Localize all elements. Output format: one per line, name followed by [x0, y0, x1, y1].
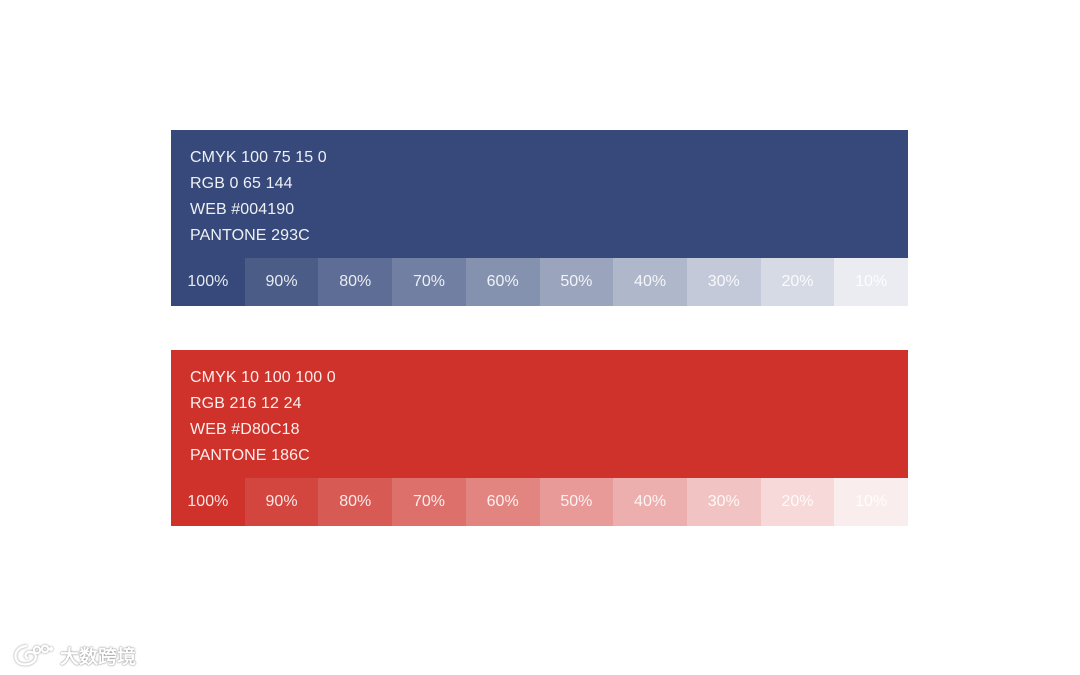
blue-pantone-value: PANTONE 293C: [190, 227, 310, 244]
watermark-text: 大数跨境: [60, 645, 137, 668]
red-tint-swatch: 50%: [539, 478, 614, 526]
blue-tint-swatch: 90%: [244, 258, 319, 306]
blue-color-card: CMYK 100 75 15 0 RGB 0 65 144 WEB #00419…: [171, 130, 909, 306]
red-web-value: WEB #D80C18: [190, 421, 300, 438]
blue-tint-swatch: 40%: [613, 258, 687, 306]
weibo-logo-icon: [12, 642, 54, 668]
red-tint-swatch: 30%: [686, 478, 761, 526]
red-tint-swatch: 90%: [244, 478, 319, 526]
red-tint-swatch: 40%: [613, 478, 687, 526]
blue-tint-swatch: 70%: [392, 258, 466, 306]
blue-tint-swatch: 50%: [539, 258, 614, 306]
red-tint-swatch: 60%: [465, 478, 540, 526]
watermark: 大数跨境: [12, 641, 136, 669]
blue-color-spec: CMYK 100 75 15 0 RGB 0 65 144 WEB #00419…: [190, 145, 327, 249]
red-tint-strip: 100% 90% 80% 70% 60% 50% 40% 30% 20% 10%: [171, 478, 909, 526]
red-color-spec: CMYK 10 100 100 0 RGB 216 12 24 WEB #D80…: [190, 365, 336, 469]
red-color-card: CMYK 10 100 100 0 RGB 216 12 24 WEB #D80…: [171, 350, 909, 526]
blue-tint-swatch: 60%: [465, 258, 540, 306]
blue-tint-swatch: 100%: [171, 258, 245, 306]
red-pantone-value: PANTONE 186C: [190, 447, 310, 464]
red-rgb-value: RGB 216 12 24: [190, 395, 302, 412]
red-tint-swatch: 100%: [171, 478, 245, 526]
blue-cmyk-value: CMYK 100 75 15 0: [190, 149, 327, 166]
blue-rgb-value: RGB 0 65 144: [190, 175, 293, 192]
blue-tint-swatch: 20%: [760, 258, 835, 306]
blue-tint-strip: 100% 90% 80% 70% 60% 50% 40% 30% 20% 10%: [171, 258, 909, 306]
blue-color-info-panel: CMYK 100 75 15 0 RGB 0 65 144 WEB #00419…: [171, 130, 908, 258]
red-cmyk-value: CMYK 10 100 100 0: [190, 369, 336, 386]
blue-tint-swatch: 30%: [686, 258, 761, 306]
blue-tint-swatch: 10%: [834, 258, 909, 306]
blue-tint-swatch: 80%: [318, 258, 393, 306]
red-tint-swatch: 70%: [392, 478, 466, 526]
red-tint-swatch: 10%: [834, 478, 909, 526]
red-tint-swatch: 80%: [318, 478, 393, 526]
red-color-info-panel: CMYK 10 100 100 0 RGB 216 12 24 WEB #D80…: [171, 350, 908, 478]
blue-web-value: WEB #004190: [190, 201, 295, 218]
red-tint-swatch: 20%: [760, 478, 835, 526]
